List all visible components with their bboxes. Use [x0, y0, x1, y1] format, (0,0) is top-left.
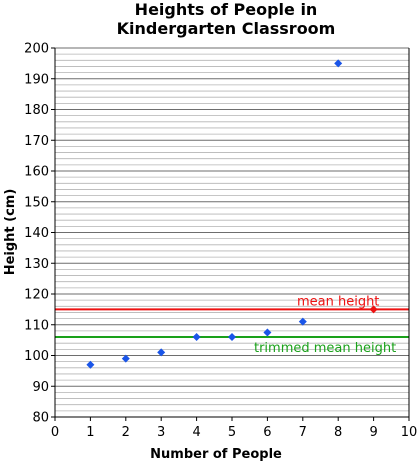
x-tick-label: 4	[192, 425, 200, 440]
chart-title-line-1: Heights of People in	[135, 0, 318, 19]
data-point	[157, 348, 166, 357]
y-tick-label: 190	[24, 72, 49, 87]
y-tick-label: 200	[24, 42, 49, 57]
y-tick-label: 90	[32, 380, 49, 395]
x-tick-label: 9	[369, 425, 377, 440]
y-tick-label: 120	[24, 288, 49, 303]
grid-lines	[55, 47, 409, 412]
x-tick-label: 0	[51, 425, 59, 440]
reference-line-label: trimmed mean height	[254, 341, 396, 356]
reference-line-label: mean height	[297, 294, 379, 309]
y-tick-labels: 80 90 100 110 120 130 140 150 160 170 180 190 200	[24, 42, 49, 426]
data-point	[86, 360, 95, 369]
data-points	[86, 59, 378, 369]
y-tick-label: 100	[24, 349, 49, 364]
y-tick-label: 110	[24, 318, 49, 333]
y-axis-label: Height (cm)	[3, 189, 18, 276]
x-axis-label: Number of People	[150, 447, 282, 462]
data-point	[192, 333, 201, 342]
chart-title-line-2: Kindergarten Classroom	[117, 19, 336, 38]
x-tick-labels: 0 1 2 3 4 5 6 7 8 9 10	[51, 425, 417, 440]
data-point	[121, 354, 130, 363]
x-tick-label: 2	[122, 425, 130, 440]
data-point	[298, 317, 307, 326]
y-tick-label: 160	[24, 165, 49, 180]
data-point	[228, 333, 236, 342]
x-tick-label: 6	[263, 425, 271, 440]
x-tick-label: 8	[334, 425, 342, 440]
y-tick-label: 140	[24, 226, 49, 241]
y-tick-label: 170	[24, 134, 49, 149]
y-tick-label: 80	[32, 411, 49, 426]
data-point	[334, 59, 343, 68]
y-tick-label: 130	[24, 257, 49, 272]
x-tick-label: 3	[157, 425, 165, 440]
x-tick-label: 1	[86, 425, 94, 440]
y-tick-label: 180	[24, 103, 49, 118]
data-point	[263, 328, 272, 337]
x-tick-label: 5	[228, 425, 236, 440]
data-point	[369, 305, 378, 314]
axes	[51, 47, 410, 421]
x-tick-label: 7	[299, 425, 307, 440]
x-tick-label: 10	[401, 425, 418, 440]
y-tick-label: 150	[24, 195, 49, 210]
